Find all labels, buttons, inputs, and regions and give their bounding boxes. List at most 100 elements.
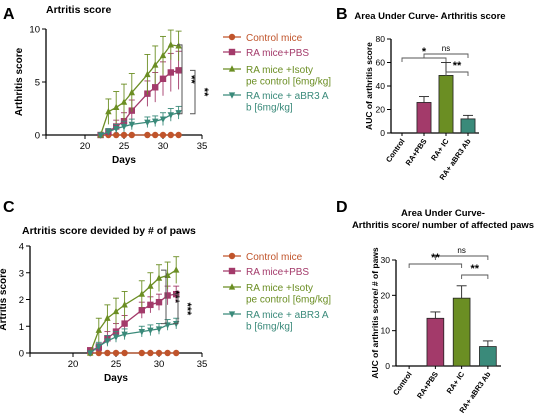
y-tick-label: 0: [19, 349, 24, 360]
legend-label: Control mice: [246, 252, 303, 263]
x-tick-label: 25: [119, 141, 130, 152]
data-point: [104, 349, 111, 357]
data-point: [121, 301, 128, 308]
panel-letters: A B C D: [3, 6, 348, 216]
data-point: [112, 334, 120, 341]
data-point: [112, 307, 120, 315]
data-point: [95, 343, 102, 351]
x-tick-label: 20: [80, 141, 91, 152]
data-point: [159, 131, 167, 139]
legend-label: RA mice + aBR3 A: [246, 310, 329, 321]
data-point: [155, 349, 163, 357]
legend-label: pe control [6mg/kg]: [246, 77, 331, 88]
data-point: [113, 131, 120, 139]
significance-label: *: [422, 46, 427, 58]
data-point: [112, 349, 120, 357]
x-tick-label: 30: [154, 359, 165, 370]
chart-title: Artritis score: [46, 4, 112, 16]
significance-bracket: [161, 269, 167, 325]
bar: [426, 317, 445, 367]
significance-label: **: [431, 252, 440, 264]
data-point: [95, 326, 102, 333]
data-point: [167, 41, 174, 48]
significance-bracket: [190, 69, 196, 115]
y-tick-label: 80: [376, 34, 386, 44]
data-point: [159, 51, 167, 59]
bar: [416, 102, 432, 134]
data-point: [155, 298, 163, 306]
data-point: [144, 131, 151, 139]
data-point: [147, 349, 154, 357]
panel-letter-c: C: [3, 199, 15, 216]
significance-label: **: [185, 75, 197, 84]
x-tick-label: RA+ IC: [429, 137, 451, 163]
data-point: [159, 116, 167, 123]
data-point: [95, 349, 103, 357]
data-point: [120, 123, 128, 131]
y-tick-label: 10: [381, 326, 391, 336]
legend-label: RA mice+PBS: [246, 267, 309, 278]
x-tick-label: RA+PBS: [415, 370, 440, 400]
y-tick-label: 60: [376, 58, 386, 68]
series-2: [87, 256, 180, 356]
legend-marker: [228, 267, 236, 275]
significance-bracket: [401, 57, 447, 62]
legend-label: RA mice+PBS: [246, 48, 309, 59]
significance-label: ***: [169, 290, 181, 304]
legend-marker: [228, 33, 236, 41]
series-line: [89, 269, 177, 354]
data-point: [87, 350, 94, 357]
legend-label: RA mice +Isoty: [246, 65, 313, 76]
data-point: [147, 282, 154, 289]
y-tick-label: 2: [19, 295, 24, 306]
significance-bracket: [173, 293, 179, 325]
series-line: [100, 112, 179, 136]
data-point: [147, 301, 154, 309]
y-tick-label: 0: [385, 361, 390, 371]
data-point: [175, 131, 182, 139]
significance-label: **: [453, 60, 462, 72]
data-point: [167, 69, 174, 76]
panel-letter-b: B: [336, 6, 348, 23]
data-point: [138, 349, 145, 357]
legend-label: RA mice + aBR3 A: [246, 91, 329, 102]
x-tick-label: Control: [391, 370, 414, 397]
y-axis-label: Artritis score: [0, 268, 9, 331]
bar: [460, 118, 476, 134]
data-point: [121, 331, 128, 339]
data-point: [175, 67, 182, 74]
legend-label: Control mice: [246, 33, 303, 44]
y-tick-label: 0: [35, 131, 40, 142]
data-point: [173, 266, 180, 273]
legend-label: pe control [6mg/kg]: [246, 295, 331, 306]
legend-label: b [6mg/kg]: [246, 103, 293, 114]
data-point: [128, 131, 135, 139]
significance-bracket: [408, 263, 463, 268]
data-point: [167, 112, 174, 119]
significance-bracket: [434, 255, 489, 260]
data-point: [144, 70, 151, 78]
x-tick-label: 35: [197, 141, 208, 152]
series-3: [97, 105, 182, 139]
chart-panel-d: Area Under Curve-Arthritis score/ number…: [352, 208, 534, 415]
significance-bracket: [461, 274, 489, 279]
data-point: [167, 131, 174, 139]
legend-label: RA mice +Isoty: [246, 283, 313, 294]
legend-marker: [228, 283, 236, 290]
y-tick-label: 4: [19, 242, 24, 253]
data-point: [152, 131, 159, 139]
significance-bracket: [177, 44, 183, 115]
legend-marker: [228, 252, 236, 260]
panel-letter-a: A: [3, 6, 15, 23]
data-point: [120, 131, 128, 139]
significance-bracket: [445, 71, 469, 76]
data-point: [152, 118, 159, 126]
bar: [452, 297, 471, 367]
data-point: [164, 349, 171, 357]
series-2: [97, 29, 182, 138]
legend-label: b [6mg/kg]: [246, 322, 293, 333]
x-axis-label: Days: [112, 155, 136, 166]
significance-label: ns: [457, 246, 465, 255]
legend-marker: [228, 65, 236, 72]
chart-panel-b: Area Under Curve- Arthritis score 0 20 40 60…: [354, 11, 505, 182]
